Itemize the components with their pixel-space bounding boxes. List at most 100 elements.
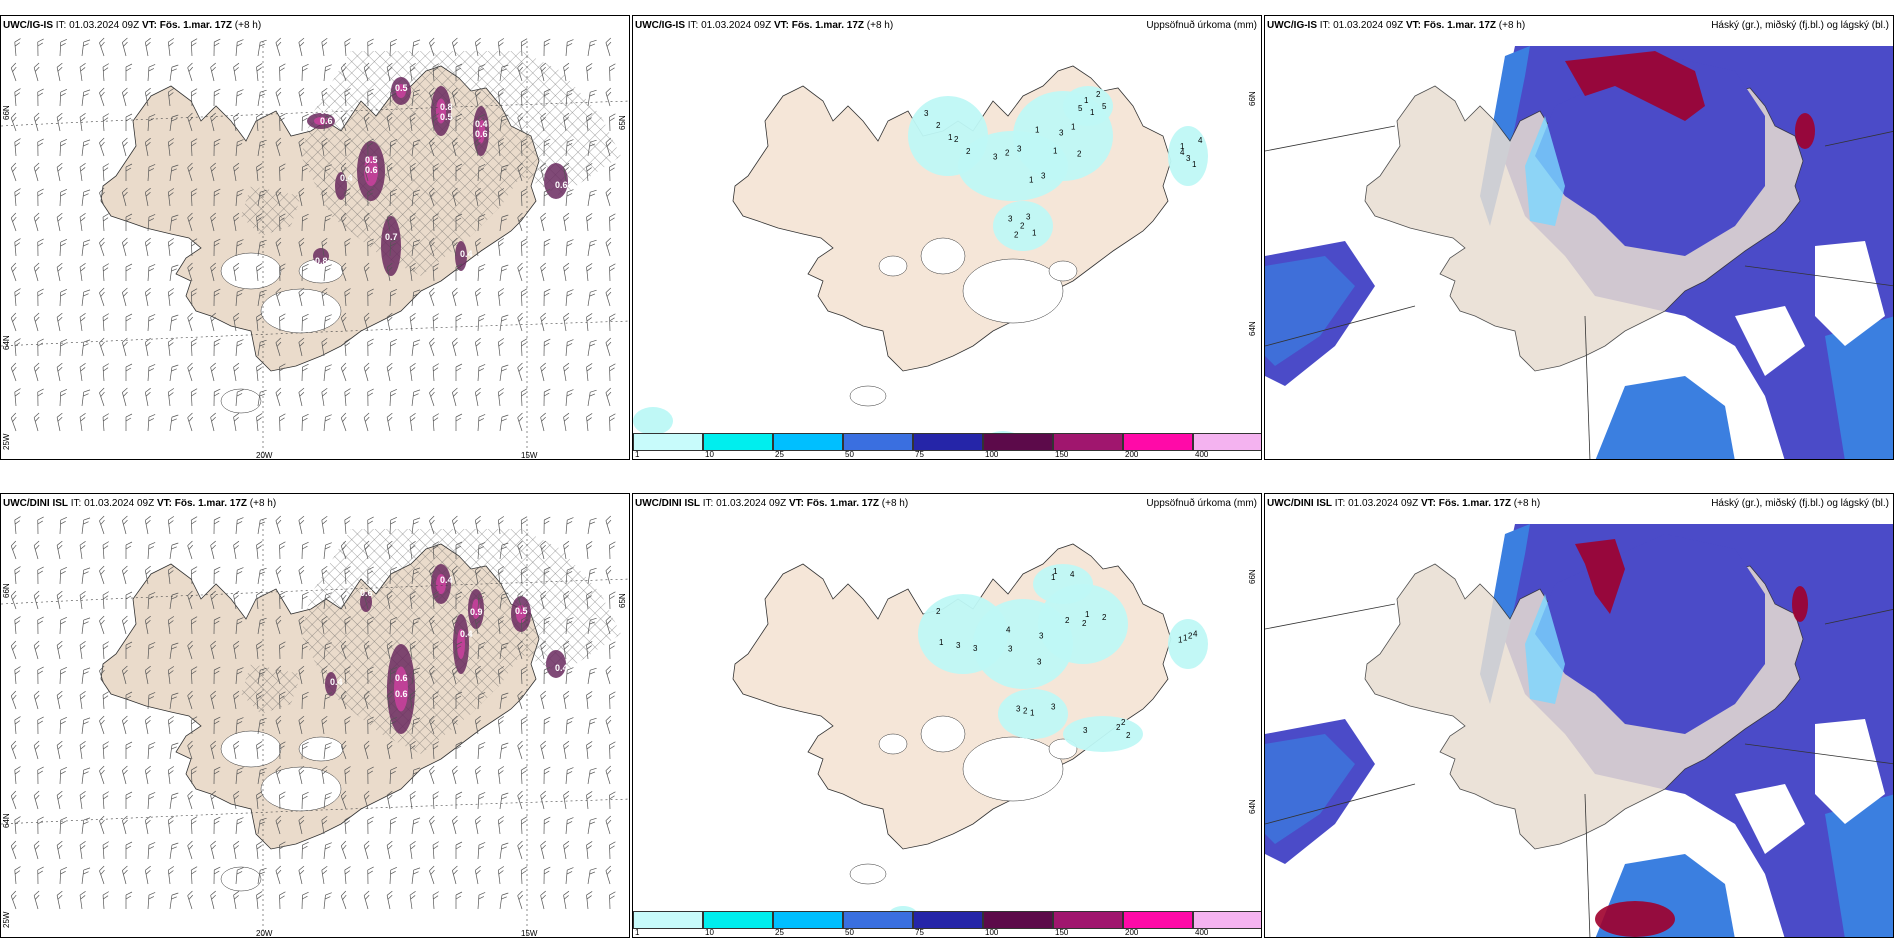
wind-barb	[167, 766, 175, 785]
wind-barb	[344, 238, 351, 257]
wind-barb	[37, 566, 44, 585]
wind-barb	[257, 189, 267, 207]
panel-header: UWC/DINI ISL IT: 01.03.2024 09Z VT: Fös.…	[3, 498, 277, 509]
precip-value: 4	[1180, 148, 1185, 157]
wind-barb	[279, 163, 286, 182]
wind-barb	[10, 412, 17, 432]
high-cloud	[1795, 113, 1815, 149]
wind-barb	[10, 262, 17, 282]
wind-barb	[517, 62, 524, 82]
wind-barb	[10, 890, 17, 910]
wind-barb	[323, 314, 332, 332]
wind-barb	[344, 38, 351, 57]
mid-cloud	[1825, 316, 1893, 459]
grid-line	[1744, 743, 1893, 765]
wind-barb	[233, 412, 240, 432]
precip-value: 5	[1102, 102, 1107, 111]
wind-barb	[102, 213, 109, 232]
wind-barb	[543, 816, 551, 835]
wind-barb	[363, 262, 370, 282]
wind-barb	[565, 139, 574, 157]
wind-barb	[187, 162, 194, 182]
wind-barb	[14, 616, 21, 635]
wind-barb	[455, 113, 463, 131]
wind-barb	[298, 865, 305, 885]
colorbar-tick-label: 200	[1125, 928, 1139, 937]
wind-barb	[256, 213, 263, 232]
wind-barb	[605, 565, 612, 585]
wind-barb	[409, 541, 416, 560]
wind-barb	[275, 37, 282, 57]
wind-barb	[389, 389, 398, 407]
precip-value: 1	[1053, 567, 1058, 576]
panel-title: Uppsöfnuð úrkoma (mm)	[1146, 498, 1257, 509]
wind-barb	[474, 137, 481, 157]
wind-barb	[233, 162, 240, 182]
intensity-core	[477, 118, 485, 144]
wind-barb	[543, 138, 551, 157]
wind-barb	[99, 187, 105, 207]
lat-label: 66N	[2, 583, 11, 598]
wind-barb	[411, 89, 421, 107]
glacier	[298, 736, 344, 762]
wind-barb	[587, 389, 597, 407]
wind-barb	[37, 138, 44, 157]
wind-barb	[144, 337, 151, 357]
wind-barb	[190, 516, 198, 535]
wind-barb	[565, 667, 574, 685]
wind-barb	[565, 289, 574, 307]
wind-barb	[257, 339, 267, 357]
wind-barb	[187, 112, 194, 132]
wind-barb	[520, 866, 528, 885]
wind-barb	[389, 239, 398, 257]
wind-barb	[279, 591, 286, 610]
wind-barb	[411, 389, 421, 407]
wind-barb	[144, 665, 151, 685]
wind-barb	[411, 617, 421, 635]
wind-barb	[301, 63, 309, 82]
wind-barb	[233, 840, 240, 860]
low-cloud-edge	[1525, 116, 1565, 226]
lon-label: 20W	[256, 929, 273, 938]
wind-barb	[389, 517, 398, 535]
wind-barb	[301, 163, 309, 182]
wind-barb	[301, 363, 309, 382]
wind-barb	[520, 138, 528, 157]
wind-barb	[257, 717, 267, 735]
wind-barb	[210, 840, 216, 860]
wind-barb	[587, 567, 597, 585]
wind-barb	[499, 114, 509, 132]
wind-barb	[33, 412, 40, 432]
panel-igis-cloud: UWC/IG-IS IT: 01.03.2024 09Z VT: Fös. 1.…	[1264, 15, 1894, 460]
wind-barb	[587, 239, 597, 257]
wind-barb	[190, 816, 198, 835]
wind-barb	[147, 692, 156, 710]
wind-barb	[477, 114, 486, 132]
wind-barb	[56, 162, 63, 182]
wind-barb	[605, 37, 612, 57]
wind-barb	[452, 337, 458, 357]
wind-barb	[257, 289, 267, 307]
wind-barb	[144, 137, 151, 157]
precip-value: 3	[1008, 645, 1013, 654]
wind-barb	[102, 63, 109, 82]
colorbar-swatch	[633, 433, 703, 451]
wind-barb	[340, 212, 347, 232]
wind-barb	[432, 791, 439, 810]
wind-barb	[298, 237, 305, 257]
wind-barb	[389, 617, 398, 635]
wind-barb	[122, 187, 128, 207]
wind-barb	[14, 238, 21, 257]
wind-barb	[125, 413, 133, 431]
wind-barb	[233, 62, 240, 82]
lon-label: 15W	[521, 929, 538, 938]
wind-barb	[389, 339, 398, 357]
wind-barb	[543, 566, 551, 585]
colorbar-ticks: 1 10 25 50 75 100 150 200 400	[633, 928, 1261, 937]
wind-barb	[455, 591, 463, 609]
wind-barb	[455, 313, 463, 331]
precip-area	[633, 407, 673, 435]
wind-barb	[455, 641, 463, 659]
wind-barb	[10, 540, 17, 560]
wind-barb	[587, 89, 597, 107]
